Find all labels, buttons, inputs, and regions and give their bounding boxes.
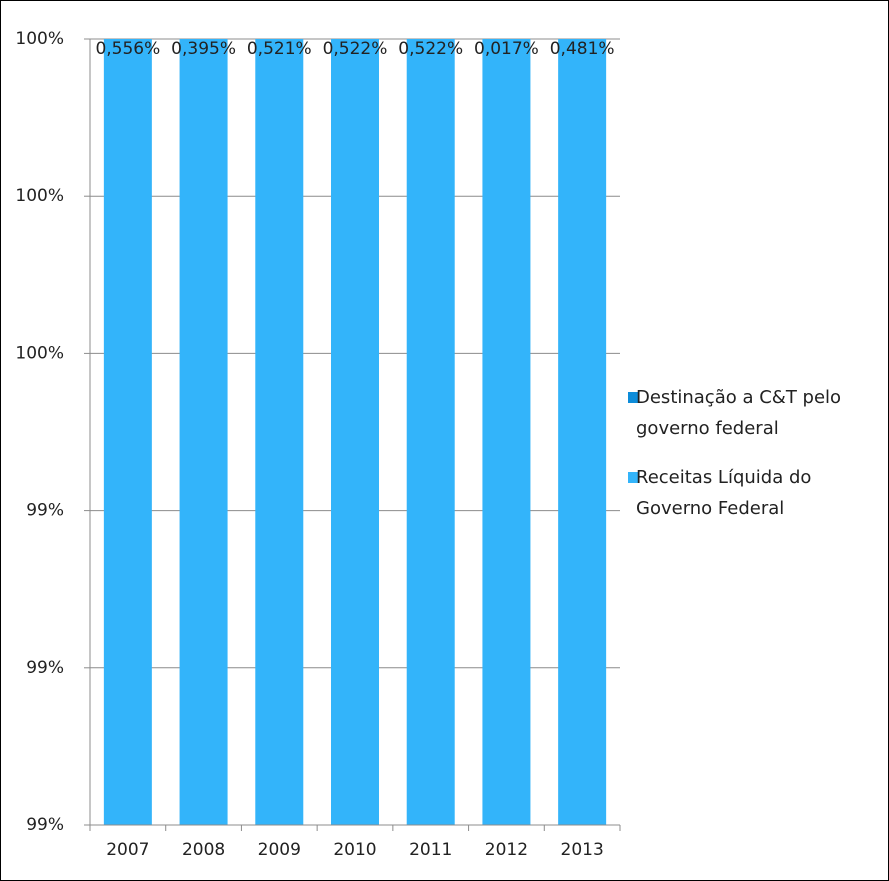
y-tick-label: 100% — [15, 343, 64, 363]
x-tick-label: 2013 — [561, 840, 604, 860]
y-tick-label: 100% — [15, 29, 64, 49]
data-label: 0,481% — [550, 39, 615, 59]
y-tick-label: 99% — [26, 658, 64, 678]
y-tick-label: 99% — [26, 501, 64, 521]
data-label: 0,521% — [247, 39, 312, 59]
legend-swatch — [628, 472, 639, 483]
y-tick-label: 100% — [15, 186, 64, 206]
data-label: 0,522% — [398, 39, 463, 59]
legend-swatch — [628, 392, 639, 403]
bar-segment — [255, 39, 304, 825]
data-label: 0,395% — [171, 39, 236, 59]
x-tick-label: 2008 — [182, 840, 225, 860]
y-tick-label: 99% — [26, 815, 64, 835]
data-label: 0,017% — [474, 39, 539, 59]
bar-segment — [103, 39, 152, 825]
x-tick-label: 2007 — [106, 840, 149, 860]
bar-segment — [406, 39, 455, 825]
legend: Destinação a C&T pelo governo federal Rece… — [628, 387, 841, 519]
bar-segment — [179, 39, 228, 825]
legend-label: Receitas Líquida do Governo Federal — [636, 467, 811, 519]
bar-segment — [331, 39, 379, 825]
bar-segment — [482, 39, 531, 825]
legend-label: Destinação a C&T pelo governo federal — [636, 387, 841, 439]
x-tick-label: 2010 — [333, 840, 376, 860]
data-label: 0,556% — [95, 39, 160, 59]
x-tick-label: 2012 — [485, 840, 528, 860]
bar-segment — [558, 39, 607, 825]
x-tick-label: 2011 — [409, 840, 452, 860]
data-label: 0,522% — [323, 39, 388, 59]
x-tick-label: 2009 — [258, 840, 301, 860]
